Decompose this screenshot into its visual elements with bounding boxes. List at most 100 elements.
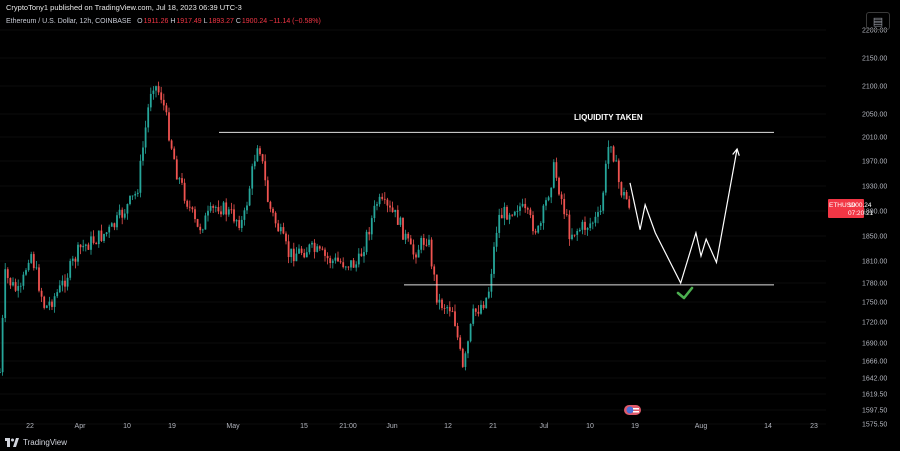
candle-body [279,227,282,232]
y-tick-label: 1810.00 [862,259,887,266]
candle-body [415,254,417,258]
time-axis[interactable]: 22 Apr 10 19 May 15 21:00 Jun 12 21 Jul 10 19 Aug 14 23 [26,423,818,430]
candle-body [97,230,100,245]
candle-body [355,264,358,268]
candle-body [105,232,108,235]
x-tick-label: 10 [123,423,131,430]
candle-body [370,218,373,235]
arrow-head-icon [732,147,740,156]
candle-body [438,299,441,303]
candle-body [331,260,334,264]
y-tick-label: 2150.00 [862,56,887,63]
candle-body [425,244,428,246]
candle-body [480,304,482,314]
candle-body [389,205,391,208]
candle-body [238,220,241,228]
candle-body [586,228,589,230]
y-tick-label: 1780.00 [862,281,887,288]
candle-body [131,195,134,197]
candle-body [243,210,246,220]
candle-body [532,215,534,232]
open-value: 1911.26 [143,18,169,25]
candle-body [53,296,56,307]
candle-body [555,162,558,178]
candle-body [230,209,233,211]
candle-body [625,192,628,200]
candle-body [77,244,79,262]
candle-body [269,201,272,209]
candle-body [61,280,64,286]
candle-body [142,147,144,161]
candle-body [235,220,238,222]
symbol-title[interactable]: Ethereum / U.S. Dollar, 12h, COINBASE [6,18,132,25]
candle-body [594,216,597,223]
low-value: 1893.27 [208,18,234,25]
candle-body [240,219,243,228]
candle-body [459,337,462,349]
projection-path[interactable] [629,148,738,285]
x-tick-label: 10 [586,423,594,430]
brand-name: TradingView [23,438,68,447]
candle-body [103,234,105,241]
candle-body [12,282,14,286]
candle-body [256,148,259,162]
publisher-line: CryptoTony1 published on TradingView.com… [6,3,242,12]
earnings-event-icon[interactable] [624,405,641,415]
candle-body [576,231,579,235]
candle-body [264,161,267,181]
candle-body [337,257,339,262]
candle-body [113,223,116,228]
y-tick-label: 1970.00 [862,159,887,166]
candle-body [519,206,521,211]
candle-body [321,248,324,250]
chart-settings-icon[interactable]: ▤ [866,12,890,30]
y-tick-label: 1642.00 [862,376,887,383]
y-tick-label: 1930.00 [862,184,887,191]
candle-body [246,205,248,211]
candle-body [347,266,350,268]
candle-body [342,262,345,268]
candle-body [303,252,306,258]
candle-body [64,280,66,287]
candle-body [599,210,602,213]
tradingview-mark-icon [5,438,19,447]
grid-layer [0,29,826,425]
candle-body [316,246,319,252]
candle-body [602,192,605,211]
candle-body [66,277,69,287]
y-tick-label: 2100.00 [862,84,887,91]
candle-body [56,292,59,297]
candle-body [581,221,584,230]
candle-body [461,348,464,367]
candle-body [409,238,412,245]
candle-body [108,226,111,233]
candle-body [430,239,433,267]
candle-body [248,188,251,206]
candle-body [376,204,378,206]
candle-body [539,223,542,226]
candle-body [357,253,360,265]
tradingview-logo[interactable]: TradingView [5,438,67,447]
candle-body [500,214,503,219]
high-label: H [170,18,176,25]
candle-body [100,230,103,241]
candle-body [25,270,27,275]
y-tick-label: 1690.00 [862,341,887,348]
price-axis[interactable]: 2200.00 2150.00 2100.00 2050.00 2010.00 1970.… [862,28,887,429]
candle-body [607,146,610,164]
candle-body [129,195,131,205]
candle-body [272,208,274,213]
check-icon [676,286,694,300]
candle-body [87,244,90,250]
candle-body [490,273,493,292]
candle-body [79,244,82,248]
candle-body [474,308,477,312]
candle-body [19,285,22,287]
candle-body [290,248,293,258]
candle-body [597,212,599,217]
symbol-legend[interactable]: Ethereum / U.S. Dollar, 12h, COINBASE O1… [6,18,321,25]
y-tick-label: 1619.50 [862,392,887,399]
candle-body [253,161,256,167]
candle-body [233,209,235,222]
